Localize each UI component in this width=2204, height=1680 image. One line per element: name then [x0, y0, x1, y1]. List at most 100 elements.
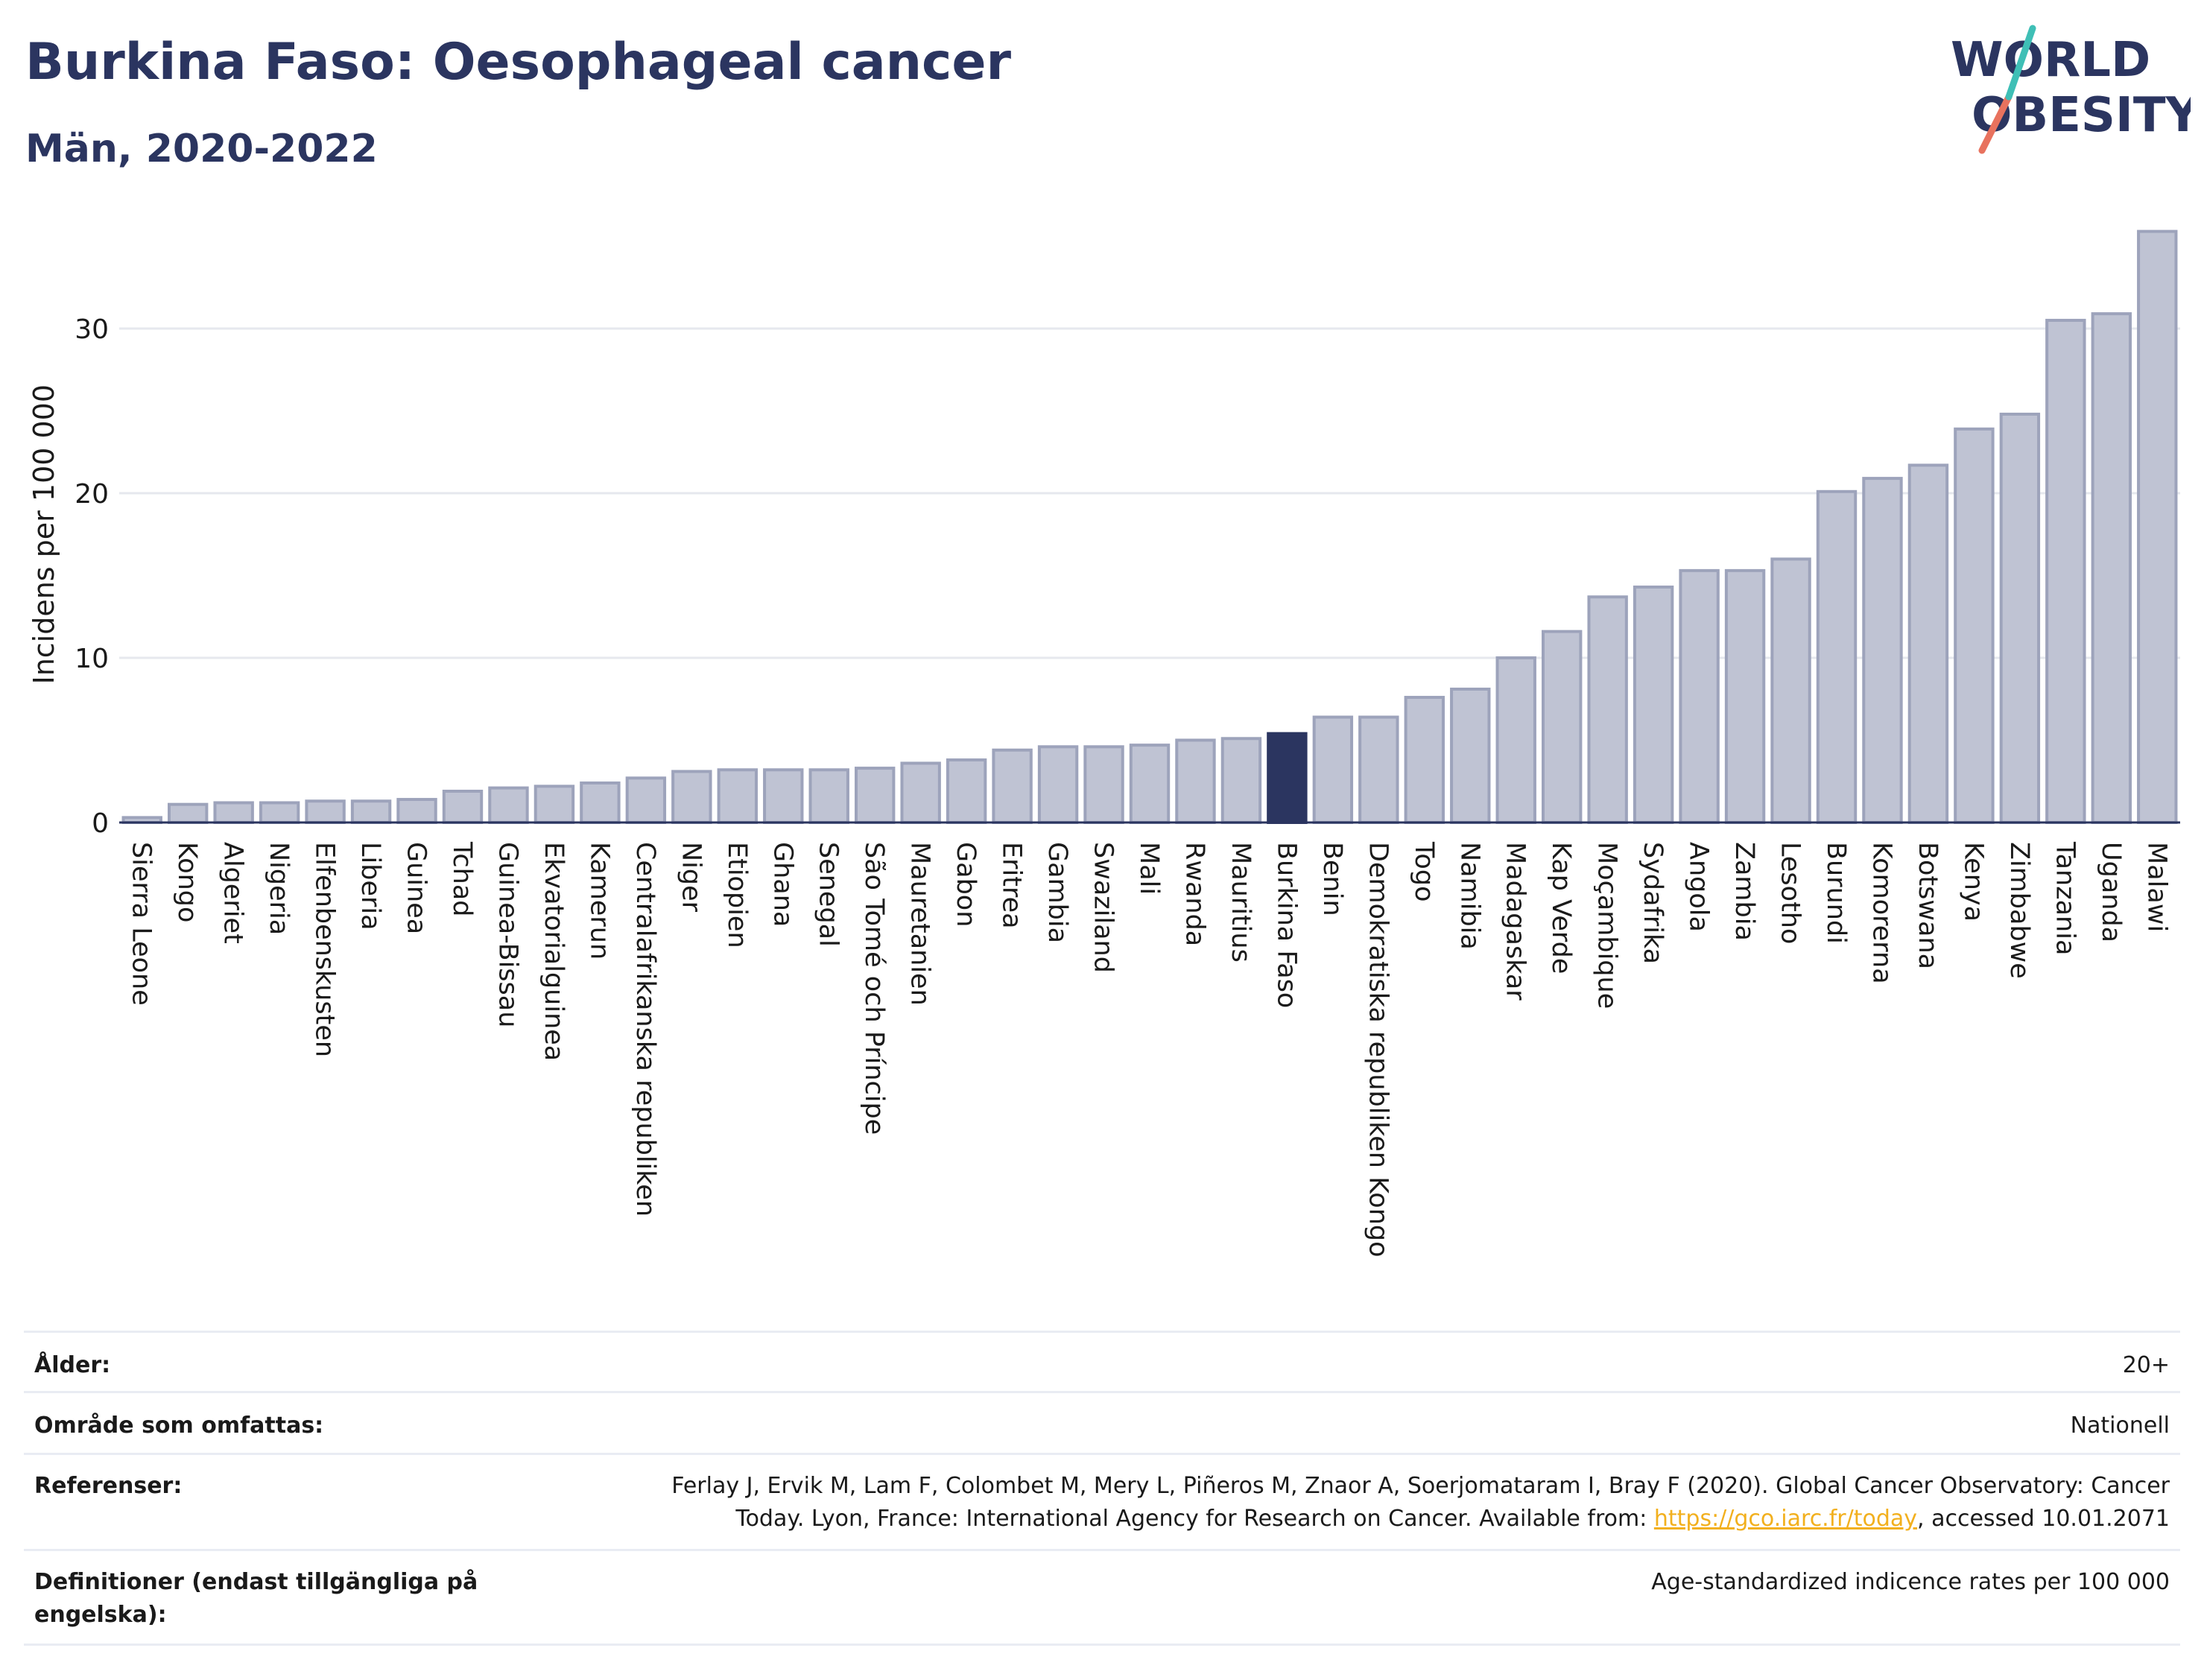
x-tick-label: Guinea-Bissau: [493, 842, 522, 1027]
x-tick-label: Ekvatorialguinea: [539, 842, 569, 1061]
bar-kenya[interactable]: [1954, 427, 1995, 824]
x-tick-label: São Tomé och Príncipe: [859, 842, 889, 1135]
bar-burkina-faso[interactable]: [1267, 732, 1308, 824]
x-tick-label: Elfenbenskusten: [310, 842, 340, 1057]
bar-lesotho[interactable]: [1770, 557, 1811, 825]
bar-tanzania[interactable]: [2045, 318, 2086, 824]
bar-niger[interactable]: [671, 770, 712, 824]
logo-graphic: WORLD OBESITY: [1951, 25, 2200, 154]
bar-guinea[interactable]: [396, 798, 437, 825]
world-obesity-logo: WORLD OBESITY: [1945, 22, 2200, 156]
bar-zambia[interactable]: [1724, 568, 1766, 824]
bar-nigeria[interactable]: [259, 801, 300, 824]
x-tick-label: Swaziland: [1089, 842, 1118, 973]
logo-word-1: WORLD: [1951, 33, 2150, 88]
definitions-label: Definitioner (endast tillgängliga på eng…: [34, 1569, 478, 1628]
x-tick-label: Burundi: [1821, 842, 1851, 944]
info-row-definitions: Definitioner (endast tillgängliga på eng…: [24, 1549, 2180, 1646]
y-tick-labels: 0 10 20 30: [75, 314, 109, 839]
logo-slash-coral: [1978, 93, 2013, 154]
logo-slash-teal: [2005, 25, 2036, 101]
references-line-1: Ferlay J, Ervik M, Lam F, Colombet M, Me…: [671, 1473, 2170, 1499]
x-tick-label: Senegal: [814, 842, 843, 947]
bar-mauretanien[interactable]: [900, 761, 941, 824]
bar-uganda[interactable]: [2091, 312, 2132, 824]
x-tick-label: Niger: [676, 842, 706, 913]
x-tick-label: Kamerun: [584, 842, 614, 960]
x-tick-label: Tchad: [447, 841, 477, 917]
x-tick-label: Eritrea: [997, 842, 1027, 929]
references-line-2: Today. Lyon, France: International Agenc…: [303, 1503, 2170, 1535]
bar-kap-verde[interactable]: [1541, 630, 1583, 824]
bar-burundi[interactable]: [1816, 489, 1858, 824]
bar-gambia[interactable]: [1037, 745, 1079, 825]
bar-angola[interactable]: [1679, 568, 1720, 824]
x-tick-label: Rwanda: [1179, 842, 1209, 946]
x-tick-label: Etiopien: [722, 842, 752, 948]
age-label: Ålder:: [34, 1352, 111, 1378]
bar-zimbabwe[interactable]: [1999, 412, 2041, 824]
bar-togo[interactable]: [1404, 696, 1445, 824]
y-tick-label: 10: [75, 644, 109, 674]
x-tick-label: Benin: [1317, 842, 1347, 916]
definitions-value: Age-standardized indicence rates per 100…: [1651, 1569, 2170, 1595]
bar-liberia[interactable]: [350, 799, 392, 825]
area-label: Område som omfattas:: [34, 1413, 324, 1439]
x-tick-labels: Sierra Leone Kongo Algeriet Nigeria Elfenben…: [127, 841, 2172, 1258]
bar-komorerna[interactable]: [1862, 477, 1903, 824]
x-tick-label: Sydafrika: [1638, 842, 1668, 964]
bar-mali[interactable]: [1129, 744, 1171, 825]
bar-s-o-tom-och-pr-ncipe[interactable]: [854, 767, 896, 824]
bar-mauritius[interactable]: [1220, 737, 1262, 824]
x-tick-label: Lesotho: [1776, 842, 1805, 944]
x-tick-label: Mali: [1134, 842, 1164, 895]
chart-subtitle: Män, 2020-2022: [25, 127, 378, 171]
x-tick-label: Uganda: [2096, 842, 2126, 942]
bar-kamerun[interactable]: [580, 781, 621, 824]
x-tick-label: Ghana: [767, 842, 797, 927]
info-row-references: Referenser: Ferlay J, Ervik M, Lam F, Co…: [24, 1453, 2180, 1549]
bar-guinea-bissau[interactable]: [488, 786, 529, 824]
bar-sydafrika[interactable]: [1633, 585, 1674, 824]
x-tick-label: Moçambique: [1592, 842, 1622, 1009]
y-tick-label: 20: [75, 479, 109, 510]
bar-mo-ambique[interactable]: [1587, 595, 1628, 824]
x-tick-label: Algeriet: [218, 842, 248, 944]
bar-senegal[interactable]: [808, 768, 849, 825]
x-tick-label: Tanzania: [2050, 841, 2080, 955]
references-label: Referenser:: [34, 1473, 183, 1499]
references-text-3: , accessed 10.01.2071: [1917, 1506, 2170, 1532]
bar-madagaskar[interactable]: [1495, 656, 1536, 824]
x-tick-label: Sierra Leone: [127, 842, 156, 1006]
bar-namibia[interactable]: [1450, 687, 1491, 824]
y-tick-label: 30: [75, 314, 109, 345]
age-value: 20+: [2122, 1352, 2170, 1378]
bar-ghana[interactable]: [763, 768, 804, 825]
bar-ekvatorialguinea[interactable]: [533, 784, 575, 825]
bar-gabon[interactable]: [946, 758, 987, 825]
bar-tchad[interactable]: [442, 790, 484, 825]
bar-centralafrikanska-republiken[interactable]: [625, 776, 667, 824]
references-link[interactable]: https://gco.iarc.fr/today: [1653, 1506, 1918, 1532]
references-text-2: Today. Lyon, France: International Agenc…: [735, 1506, 1654, 1532]
bar-eritrea[interactable]: [992, 748, 1033, 825]
bar-rwanda[interactable]: [1175, 738, 1216, 824]
info-row-age: Ålder: 20+: [24, 1331, 2180, 1391]
x-tick-label: Gambia: [1042, 842, 1072, 943]
bar-demokratiska-republiken-kongo[interactable]: [1358, 715, 1399, 824]
bar-elfenbenskusten[interactable]: [305, 799, 346, 825]
bar-algeriet[interactable]: [213, 801, 254, 824]
x-tick-label: Nigeria: [264, 842, 294, 935]
bar-botswana[interactable]: [1907, 463, 1949, 824]
x-tick-label: Burkina Faso: [1271, 842, 1301, 1008]
x-tick-label: Kap Verde: [1546, 842, 1576, 974]
bar-malawi[interactable]: [2137, 229, 2178, 824]
bar-benin[interactable]: [1312, 715, 1354, 824]
x-tick-label: Mauretanien: [905, 842, 935, 1006]
bar-swaziland[interactable]: [1083, 745, 1124, 825]
x-tick-label: Togo: [1409, 841, 1439, 901]
x-tick-label: Malawi: [2141, 842, 2171, 932]
x-tick-label: Kongo: [172, 842, 202, 922]
bar-etiopien[interactable]: [717, 768, 759, 825]
bar-kongo[interactable]: [167, 802, 209, 824]
